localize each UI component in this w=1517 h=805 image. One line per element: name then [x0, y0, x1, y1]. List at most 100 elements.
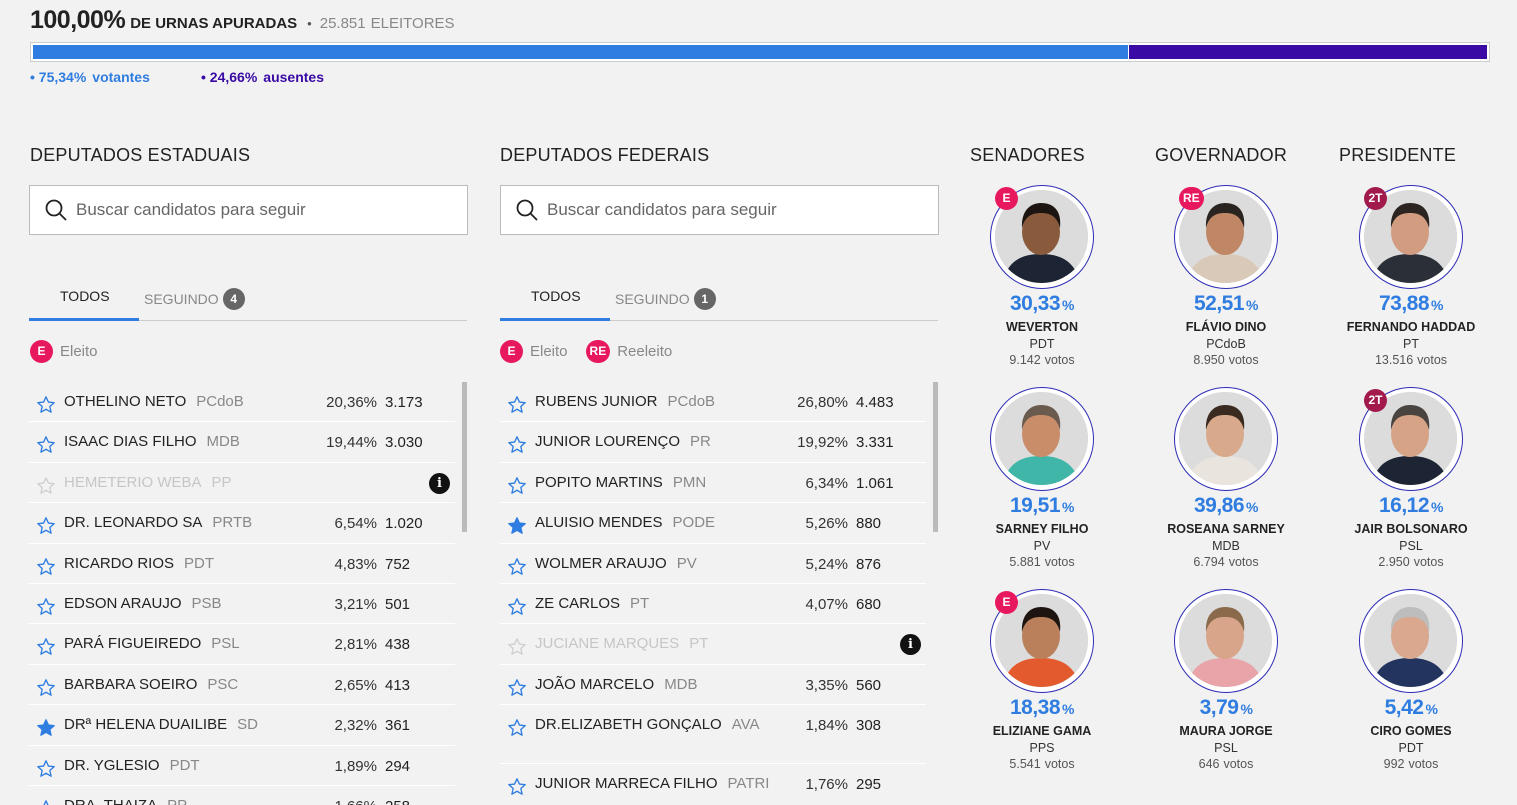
scrollbar[interactable]	[933, 382, 938, 532]
candidate-percent: 19,51%	[972, 494, 1112, 518]
info-icon[interactable]: i	[429, 472, 450, 494]
candidate-card[interactable]: E 30,33% WEVERTON PDT 9.142 votos	[972, 185, 1112, 367]
search-box-estaduais[interactable]	[29, 185, 468, 235]
candidate-list-federais[interactable]: RUBENS JUNIOR PCdoB 26,80% 4.483 JUNIOR LOUR…	[500, 382, 938, 805]
candidate-percent: 2,65%	[334, 676, 377, 694]
candidate-row[interactable]: POPITO MARTINS PMN 6,34% 1.061	[500, 463, 926, 504]
star-outline-icon[interactable]	[507, 597, 527, 617]
candidate-party: MDB	[206, 433, 240, 451]
candidate-row[interactable]: DR.ELIZABETH GONÇALO AVA 1,84% 308	[500, 705, 926, 765]
candidate-votes: 3.331	[856, 434, 894, 452]
rows-federais: RUBENS JUNIOR PCdoB 26,80% 4.483 JUNIOR LOUR…	[500, 382, 926, 805]
star-outline-icon[interactable]	[507, 476, 527, 496]
search-input-federais[interactable]	[547, 200, 927, 220]
percent-sign: %	[1431, 297, 1443, 313]
candidate-name: DR.ELIZABETH GONÇALO AVA	[535, 714, 785, 736]
candidate-row[interactable]: ISAAC DIAS FILHO MDB 19,44% 3.030	[29, 422, 455, 463]
percent-sign: %	[1062, 499, 1074, 515]
scrollbar[interactable]	[462, 382, 467, 532]
candidate-row[interactable]: JUNIOR MARRECA FILHO PATRI 1,76% 295	[500, 764, 926, 805]
star-outline-icon[interactable]	[507, 777, 527, 797]
candidate-party: SD	[237, 716, 258, 734]
candidate-name-text: RUBENS JUNIOR	[535, 393, 658, 410]
candidate-name: JUCIANE MARQUES PT	[535, 633, 785, 655]
candidate-party: PCdoB	[196, 393, 244, 410]
candidate-card[interactable]: 39,86% ROSEANA SARNEY MDB 6.794 votos	[1156, 387, 1296, 569]
star-outline-icon[interactable]	[36, 516, 56, 536]
search-box-federais[interactable]	[500, 185, 939, 235]
candidate-card[interactable]: 2T 16,12% JAIR BOLSONARO PSL 2.950 votos	[1341, 387, 1481, 569]
candidate-votes: 752	[385, 555, 411, 573]
star-outline-icon[interactable]	[36, 637, 56, 657]
badge-legend-estaduais: E Eleito	[30, 340, 116, 363]
candidate-row[interactable]: WOLMER ARAUJO PV 5,24% 876	[500, 544, 926, 584]
tab-seguindo-label: SEGUINDO	[144, 291, 219, 307]
star-outline-icon[interactable]	[36, 759, 56, 779]
candidate-row[interactable]: ZE CARLOS PT 4,07% 680	[500, 584, 926, 625]
search-input-estaduais[interactable]	[76, 200, 456, 220]
badge-e: E	[500, 340, 523, 363]
tabs-federais: TODOS SEGUINDO 1	[500, 280, 938, 321]
candidate-percent: 6,54%	[334, 515, 377, 533]
candidate-card[interactable]: RE 52,51% FLÁVIO DINO PCdoB 8.950 votos	[1156, 185, 1296, 367]
candidate-list-estaduais[interactable]: OTHELINO NETO PCdoB 20,36% 3.173 ISAAC DIAS …	[29, 382, 467, 805]
star-outline-icon[interactable]	[36, 557, 56, 577]
candidate-row[interactable]: PARÁ FIGUEIREDO PSL 2,81% 438	[29, 624, 455, 665]
candidate-name-text: DR. LEONARDO SA	[64, 514, 203, 532]
candidate-party: PCdoB	[667, 393, 716, 410]
candidate-row[interactable]: ALUISIO MENDES PODE 5,26% 880	[500, 503, 926, 544]
candidate-name: RUBENS JUNIOR PCdoB	[535, 391, 785, 413]
candidate-votes: 992 votos	[1341, 757, 1481, 771]
candidate-name: DRA. THAIZA PP	[64, 795, 314, 805]
tab-seguindo-estaduais[interactable]: SEGUINDO 4	[144, 288, 245, 310]
candidate-card[interactable]: 5,42% CIRO GOMES PDT 992 votos	[1341, 589, 1481, 771]
star-outline-icon[interactable]	[507, 637, 527, 657]
candidate-name: RICARDO RIOS PDT	[64, 553, 314, 575]
candidate-percent: 39,86%	[1156, 494, 1296, 518]
star-outline-icon[interactable]	[507, 435, 527, 455]
candidate-photo: RE	[1174, 185, 1278, 289]
candidate-row[interactable]: DR. LEONARDO SA PRTB 6,54% 1.020	[29, 503, 455, 544]
candidate-percent: 5,42%	[1341, 696, 1481, 720]
star-outline-icon[interactable]	[507, 678, 527, 698]
candidate-row[interactable]: RICARDO RIOS PDT 4,83% 752	[29, 544, 455, 584]
candidate-row[interactable]: EDSON ARAUJO PSB 3,21% 501	[29, 584, 455, 625]
star-filled-icon[interactable]	[507, 516, 527, 536]
candidate-row[interactable]: DRª HELENA DUAILIBE SD 2,32% 361	[29, 705, 455, 746]
star-outline-icon[interactable]	[36, 435, 56, 455]
candidate-row[interactable]: JOÃO MARCELO MDB 3,35% 560	[500, 665, 926, 706]
candidate-card[interactable]: 19,51% SARNEY FILHO PV 5.881 votos	[972, 387, 1112, 569]
portrait-illustration	[1364, 190, 1457, 283]
star-outline-icon[interactable]	[36, 799, 56, 805]
candidate-row[interactable]: OTHELINO NETO PCdoB 20,36% 3.173	[29, 382, 455, 423]
candidate-row[interactable]: BARBARA SOEIRO PSC 2,65% 413	[29, 665, 455, 706]
candidate-name: ELIZIANE GAMA	[992, 724, 1092, 738]
star-filled-icon[interactable]	[36, 718, 56, 738]
star-outline-icon[interactable]	[36, 395, 56, 415]
tab-todos-label: TODOS	[531, 288, 581, 304]
candidate-card[interactable]: E 18,38% ELIZIANE GAMA PPS 5.541 votos	[972, 589, 1112, 771]
tab-todos-federais[interactable]: TODOS	[531, 288, 581, 304]
tab-todos-estaduais[interactable]: TODOS	[60, 288, 110, 304]
candidate-card[interactable]: 3,79% MAURA JORGE PSL 646 votos	[1156, 589, 1296, 771]
candidate-row[interactable]: JUNIOR LOURENÇO PR 19,92% 3.331	[500, 422, 926, 463]
info-icon[interactable]: i	[900, 634, 921, 656]
star-outline-icon[interactable]	[507, 718, 527, 738]
candidate-name-text: ZE CARLOS	[535, 594, 621, 612]
star-outline-icon[interactable]	[36, 597, 56, 617]
candidate-party: PPS	[1029, 741, 1055, 755]
candidate-row[interactable]: DRA. THAIZA PP 1,66% 258	[29, 786, 455, 805]
star-outline-icon[interactable]	[507, 557, 527, 577]
star-outline-icon[interactable]	[36, 476, 56, 496]
candidate-row[interactable]: DR. YGLESIO PDT 1,89% 294	[29, 746, 455, 786]
candidate-row[interactable]: HEMETERIO WEBA PP i	[29, 463, 455, 504]
absent-bar-fill	[1128, 45, 1487, 59]
candidate-row[interactable]: RUBENS JUNIOR PCdoB 26,80% 4.483	[500, 382, 926, 423]
candidate-card[interactable]: 2T 73,88% FERNANDO HADDAD PT 13.516 votos	[1341, 185, 1481, 367]
star-outline-icon[interactable]	[36, 678, 56, 698]
candidate-photo: 2T	[1359, 185, 1463, 289]
star-outline-icon[interactable]	[507, 395, 527, 415]
section-title-senadores: SENADORES	[970, 145, 1085, 165]
candidate-row[interactable]: JUCIANE MARQUES PT i	[500, 624, 926, 665]
tab-seguindo-federais[interactable]: SEGUINDO 1	[615, 288, 716, 310]
